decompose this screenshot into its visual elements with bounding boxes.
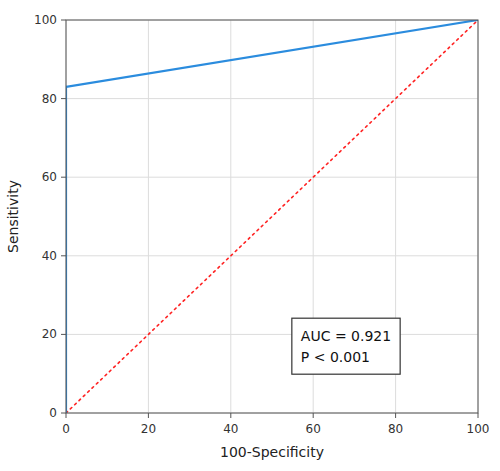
plot-area bbox=[66, 20, 478, 413]
grid-line bbox=[230, 20, 231, 413]
tick-mark bbox=[61, 334, 66, 335]
tick-mark bbox=[478, 413, 479, 418]
tick-label: 0 bbox=[49, 406, 57, 420]
tick-mark bbox=[148, 413, 149, 418]
tick-label: 100 bbox=[467, 422, 490, 436]
tick-label: 0 bbox=[62, 422, 70, 436]
x-axis-label: 100-Specificity bbox=[220, 444, 324, 460]
tick-label: 20 bbox=[42, 327, 57, 341]
series-line bbox=[66, 20, 478, 87]
tick-mark bbox=[61, 177, 66, 178]
series-group bbox=[66, 20, 478, 413]
tick-mark bbox=[61, 98, 66, 99]
chart: 0 20 40 60 80 100 0 20 40 60 80 100 100-Specificity S… bbox=[0, 0, 500, 471]
annotation-box bbox=[292, 318, 400, 374]
tick-mark bbox=[61, 20, 66, 21]
tick-mark bbox=[230, 413, 231, 418]
grid-line bbox=[66, 255, 478, 256]
tick-label: 100 bbox=[34, 13, 57, 27]
grid-line bbox=[66, 98, 478, 99]
annotation-text: P < 0.001 bbox=[301, 349, 370, 365]
tick-mark bbox=[66, 413, 67, 418]
grid bbox=[66, 20, 478, 413]
annotation-text: AUC = 0.921 bbox=[301, 328, 391, 344]
tick-label: 40 bbox=[42, 249, 57, 263]
axes: 0 20 40 60 80 100 0 20 40 60 80 100 bbox=[34, 13, 489, 436]
grid-line bbox=[148, 20, 149, 413]
y-axis-label: Sensitivity bbox=[5, 180, 21, 253]
annotation: AUC = 0.921 P < 0.001 bbox=[292, 318, 400, 374]
tick-mark bbox=[61, 413, 66, 414]
tick-mark bbox=[61, 255, 66, 256]
tick-label: 20 bbox=[141, 422, 156, 436]
plot-frame bbox=[66, 20, 478, 413]
tick-label: 60 bbox=[306, 422, 321, 436]
tick-mark bbox=[313, 413, 314, 418]
tick-label: 40 bbox=[223, 422, 238, 436]
tick-label: 60 bbox=[42, 170, 57, 184]
tick-label: 80 bbox=[388, 422, 403, 436]
series-line bbox=[66, 20, 478, 413]
tick-mark bbox=[395, 413, 396, 418]
grid-line bbox=[66, 334, 478, 335]
grid-line bbox=[66, 177, 478, 178]
tick-label: 80 bbox=[42, 92, 57, 106]
